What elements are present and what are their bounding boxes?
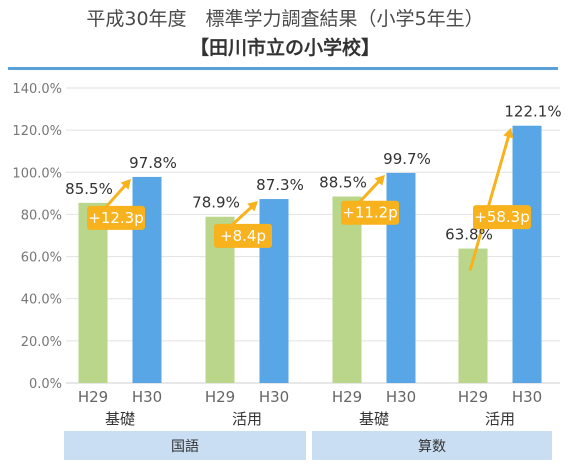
x-axis: H29 H30 基礎 H29 H30 活用 H29 H30 基礎 H29 H30 活用 bbox=[78, 388, 542, 428]
diff-label: +12.3p bbox=[88, 209, 144, 227]
data-labels: 85.5% 97.8% +12.3p 78.9% 87.3% +8.4p 88.5% 99.7… bbox=[65, 103, 562, 248]
x-tick-label: H30 bbox=[386, 388, 416, 406]
x-tick-label: H29 bbox=[332, 388, 362, 406]
bars bbox=[78, 125, 542, 383]
data-label: 85.5% bbox=[65, 180, 113, 198]
group-label: 基礎 bbox=[105, 410, 135, 428]
data-label: 63.8% bbox=[445, 226, 493, 244]
y-tick-label: 100.0% bbox=[12, 166, 62, 181]
subject-bands: 国語 算数 bbox=[64, 431, 552, 460]
diff-badge bbox=[341, 200, 399, 225]
bar-h29 bbox=[332, 196, 362, 383]
x-tick-label: H29 bbox=[78, 388, 108, 406]
bar-h29 bbox=[78, 202, 108, 383]
y-tick-label: 20.0% bbox=[21, 335, 62, 350]
diff-badge bbox=[214, 223, 272, 248]
x-tick-label: H29 bbox=[458, 388, 488, 406]
bar-h30 bbox=[512, 125, 542, 383]
diff-badge bbox=[87, 205, 145, 230]
y-tick-label: 120.0% bbox=[12, 124, 62, 139]
subject-label: 国語 bbox=[171, 439, 199, 455]
chart-title: 平成30年度 標準学力調査結果（小学5年生） bbox=[86, 8, 483, 30]
diff-label: +58.3p bbox=[474, 208, 530, 226]
x-tick-label: H30 bbox=[132, 388, 162, 406]
chart-subtitle: 【田川市立の小学校】 bbox=[190, 36, 380, 59]
diff-label: +8.4p bbox=[220, 227, 266, 245]
data-label: 97.8% bbox=[129, 154, 177, 172]
title-rule bbox=[8, 67, 558, 70]
y-tick-label: 140.0% bbox=[12, 82, 62, 97]
bar-h29 bbox=[458, 248, 488, 383]
arrow-head bbox=[503, 127, 514, 139]
group-label: 基礎 bbox=[359, 410, 389, 428]
arrow-head bbox=[120, 178, 131, 190]
data-label: 87.3% bbox=[256, 176, 304, 194]
group-label: 活用 bbox=[232, 410, 262, 428]
subject-label: 算数 bbox=[418, 439, 446, 455]
data-label: 99.7% bbox=[383, 150, 431, 168]
y-tick-label: 80.0% bbox=[21, 208, 62, 223]
diff-label: +11.2p bbox=[342, 204, 398, 222]
y-tick-label: 60.0% bbox=[21, 251, 62, 266]
y-axis: 0.0% 20.0% 40.0% 60.0% 80.0% 100.0% 120.0% 140.… bbox=[12, 82, 62, 392]
diff-badge bbox=[473, 205, 531, 230]
y-tick-label: 0.0% bbox=[29, 377, 62, 392]
x-tick-label: H30 bbox=[259, 388, 289, 406]
arrow-shaft bbox=[468, 133, 511, 271]
group-label: 活用 bbox=[485, 410, 515, 428]
data-label: 122.1% bbox=[504, 103, 561, 121]
arrow-head bbox=[374, 174, 385, 186]
y-tick-label: 40.0% bbox=[21, 293, 62, 308]
data-label: 88.5% bbox=[319, 174, 367, 192]
data-label: 78.9% bbox=[192, 194, 240, 212]
x-tick-label: H29 bbox=[205, 388, 235, 406]
subject-band bbox=[312, 431, 552, 460]
x-tick-label: H30 bbox=[512, 388, 542, 406]
arrow-head bbox=[247, 201, 258, 212]
subject-band bbox=[64, 431, 306, 460]
